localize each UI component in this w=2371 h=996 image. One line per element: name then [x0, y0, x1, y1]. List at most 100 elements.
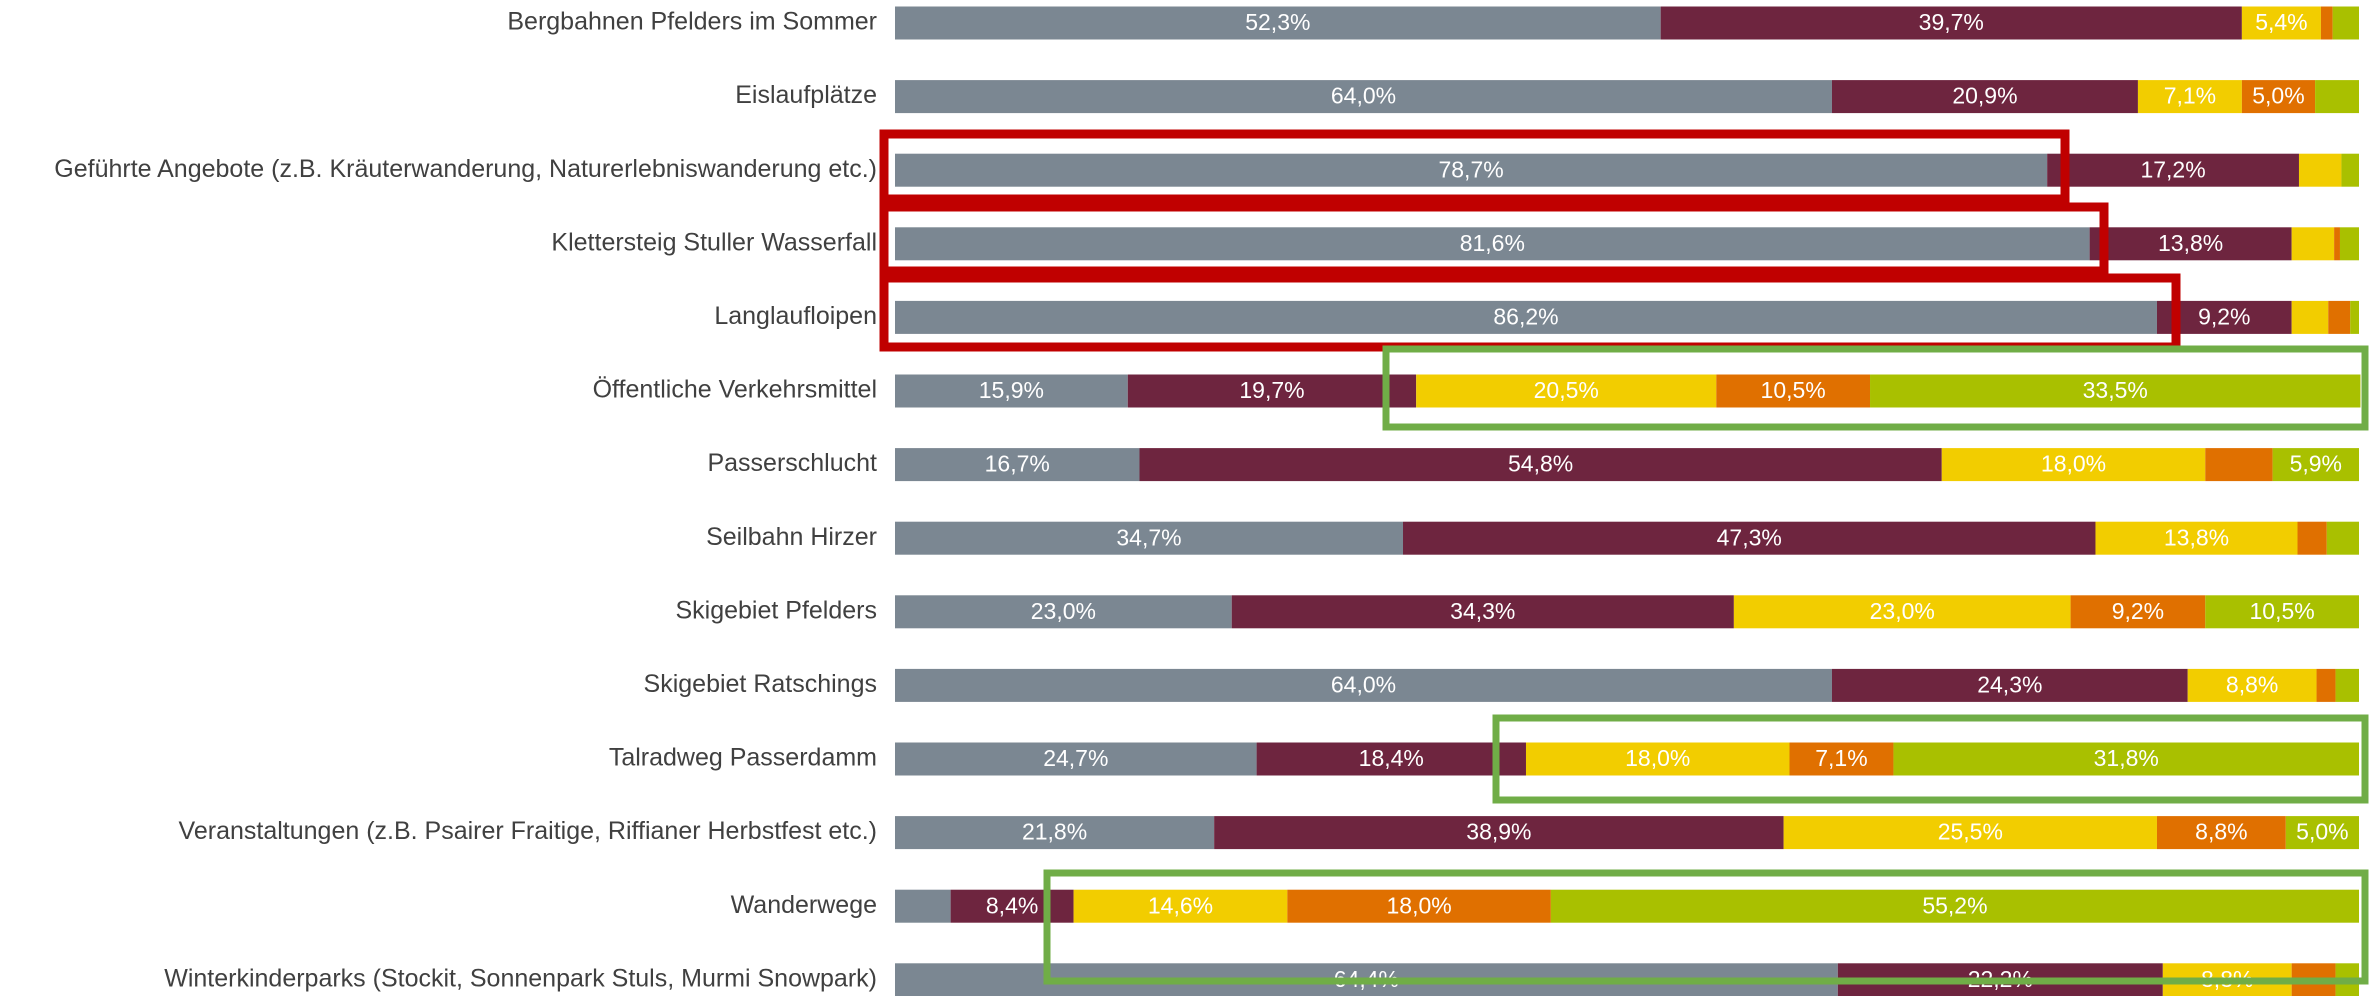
- bar-segment: [1403, 521, 2096, 555]
- value-label: 31,8%: [2094, 745, 2159, 771]
- highlight-box: [1382, 345, 2369, 431]
- value-label: 24,7%: [1043, 745, 1108, 771]
- bar-segment: [1256, 742, 1526, 776]
- value-label: 14,6%: [1148, 892, 1213, 918]
- highlight-box: [879, 202, 2109, 276]
- bar-segment: [1214, 816, 1784, 850]
- bar-segment: [1127, 374, 1417, 408]
- bar-segment: [1139, 448, 1942, 482]
- bar-segment: [2205, 595, 2359, 629]
- value-label: 17,2%: [2140, 156, 2205, 182]
- bar-segment: [2297, 521, 2327, 555]
- bar-segment: [2291, 227, 2335, 261]
- value-label: 19,7%: [1239, 377, 1304, 403]
- category-label: Eislaufplätze: [735, 81, 877, 109]
- value-label: 15,9%: [979, 377, 1044, 403]
- value-label: 52,3%: [1245, 9, 1310, 35]
- highlight-box: [1492, 714, 2369, 804]
- bar-segment: [2291, 300, 2329, 334]
- value-label: 5,9%: [2290, 451, 2342, 477]
- bar-segment: [2328, 300, 2351, 334]
- category-label: Seilbahn Hirzer: [706, 523, 877, 551]
- bar-segment: [1416, 374, 1717, 408]
- category-label: Skigebiet Ratschings: [644, 670, 877, 698]
- highlights: [879, 129, 2369, 985]
- value-label: 33,5%: [2083, 377, 2148, 403]
- bar-segment: [895, 742, 1257, 776]
- category-label: Talradweg Passerdamm: [609, 744, 877, 772]
- bar-segment: [895, 816, 1215, 850]
- bar-segment: [2137, 80, 2242, 114]
- value-label: 47,3%: [1717, 524, 1782, 550]
- bar-segment: [2339, 227, 2359, 261]
- bar-segment: [2241, 80, 2316, 114]
- value-label: 55,2%: [1922, 892, 1987, 918]
- bars: [895, 6, 2361, 996]
- value-label: 16,7%: [985, 451, 1050, 477]
- value-label: 64,0%: [1331, 83, 1396, 109]
- value-label: 23,0%: [1031, 598, 1096, 624]
- bar-segment: [1073, 889, 1288, 923]
- value-label: 13,8%: [2158, 230, 2223, 256]
- bar-segment: [2205, 448, 2273, 482]
- bar-segment: [2241, 6, 2321, 40]
- bar-segment: [2350, 300, 2359, 334]
- bar-segment: [1831, 80, 2138, 114]
- value-label: 9,2%: [2112, 598, 2164, 624]
- value-label: 24,3%: [1977, 671, 2042, 697]
- bar-segment: [895, 80, 1832, 114]
- bar-segment: [2187, 668, 2317, 702]
- value-label: 20,9%: [1952, 83, 2017, 109]
- bar-segment: [2320, 6, 2333, 40]
- value-label: 54,8%: [1508, 451, 1573, 477]
- value-label: 25,5%: [1938, 819, 2003, 845]
- bar-segment: [2298, 153, 2342, 187]
- value-label: 10,5%: [1761, 377, 1826, 403]
- category-label: Winterkinderparks (Stockit, Sonnenpark S…: [164, 964, 877, 992]
- value-label: 8,4%: [986, 892, 1038, 918]
- value-label: 34,3%: [1450, 598, 1515, 624]
- highlight-box: [1043, 869, 2369, 985]
- category-label: Langlaufloipen: [714, 302, 877, 330]
- bar-segment: [1287, 889, 1551, 923]
- value-label: 5,0%: [2296, 819, 2348, 845]
- bar-segment: [895, 668, 1832, 702]
- value-label: 7,1%: [2164, 83, 2216, 109]
- value-label: 18,0%: [1625, 745, 1690, 771]
- bar-segment: [2285, 816, 2359, 850]
- bar-segment: [1941, 448, 2206, 482]
- bar-segment: [1893, 742, 2359, 776]
- bar-segment: [895, 374, 1128, 408]
- bar-segment: [895, 521, 1404, 555]
- bar-segment: [2272, 448, 2359, 482]
- bar-segment: [2326, 521, 2359, 555]
- bar-segment: [2334, 227, 2340, 261]
- value-label: 9,2%: [2198, 303, 2250, 329]
- bar-segment: [2070, 595, 2206, 629]
- bar-segment: [2089, 227, 2292, 261]
- value-label: 5,4%: [2255, 9, 2307, 35]
- bar-segment: [2315, 80, 2359, 114]
- value-label: 21,8%: [1022, 819, 1087, 845]
- bar-segment: [1870, 374, 2361, 408]
- category-label: Passerschlucht: [707, 449, 877, 477]
- bar-segment: [1716, 374, 1871, 408]
- value-label: 38,9%: [1466, 819, 1531, 845]
- bar-segment: [895, 227, 2090, 261]
- bar-segment: [2156, 816, 2286, 850]
- value-label: 81,6%: [1460, 230, 1525, 256]
- value-label: 8,8%: [2226, 671, 2278, 697]
- bar-segment: [2341, 153, 2359, 187]
- bar-segment: [1231, 595, 1734, 629]
- bar-segment: [2335, 668, 2359, 702]
- category-label: Klettersteig Stuller Wasserfall: [551, 228, 877, 256]
- value-label: 10,5%: [2250, 598, 2315, 624]
- bar-segment: [1789, 742, 1894, 776]
- value-label: 20,5%: [1534, 377, 1599, 403]
- highlight-box: [879, 129, 2070, 204]
- bar-segment: [2316, 668, 2336, 702]
- value-label: 64,0%: [1331, 671, 1396, 697]
- value-label: 18,4%: [1359, 745, 1424, 771]
- category-label: Skigebiet Pfelders: [675, 596, 877, 624]
